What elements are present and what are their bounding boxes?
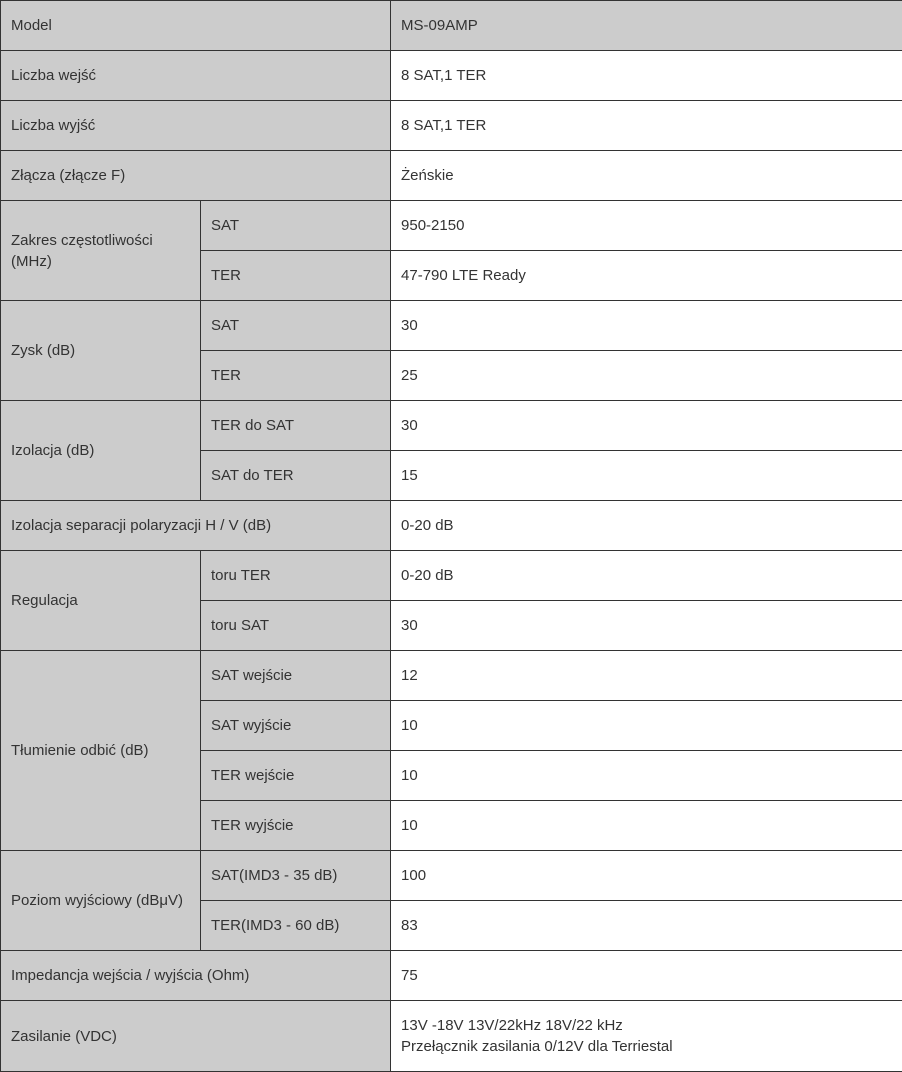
sublabel-regulation-sat: toru SAT	[201, 601, 391, 651]
value-isolation-ter-sat: 30	[391, 401, 902, 451]
row-impedance: Impedancja wejścia / wyjścia (Ohm) 75	[1, 951, 902, 1001]
row-regulation-ter: Regulacja toru TER 0-20 dB	[1, 551, 902, 601]
value-regulation-ter: 0-20 dB	[391, 551, 902, 601]
label-power: Zasilanie (VDC)	[1, 1001, 391, 1072]
spec-table: Model MS-09AMP Liczba wejść 8 SAT,1 TER …	[0, 0, 902, 1072]
value-output-level-ter: 83	[391, 901, 902, 951]
label-impedance: Impedancja wejścia / wyjścia (Ohm)	[1, 951, 391, 1001]
value-output-level-sat: 100	[391, 851, 902, 901]
row-power: Zasilanie (VDC) 13V -18V 13V/22kHz 18V/2…	[1, 1001, 902, 1072]
label-gain: Zysk (dB)	[1, 301, 201, 401]
label-inputs: Liczba wejść	[1, 51, 391, 101]
row-freq-sat: Zakres częstotliwości (MHz) SAT 950-2150	[1, 201, 902, 251]
value-freq-sat: 950-2150	[391, 201, 902, 251]
sublabel-return-loss-ter-in: TER wejście	[201, 751, 391, 801]
value-power: 13V -18V 13V/22kHz 18V/22 kHz Przełączni…	[391, 1001, 902, 1072]
label-connectors: Złącza (złącze F)	[1, 151, 391, 201]
label-regulation: Regulacja	[1, 551, 201, 651]
sublabel-return-loss-sat-out: SAT wyjście	[201, 701, 391, 751]
label-hv-isolation: Izolacja separacji polaryzacji H / V (dB…	[1, 501, 391, 551]
value-return-loss-ter-in: 10	[391, 751, 902, 801]
sublabel-isolation-sat-ter: SAT do TER	[201, 451, 391, 501]
sublabel-freq-ter: TER	[201, 251, 391, 301]
sublabel-gain-ter: TER	[201, 351, 391, 401]
label-model: Model	[1, 1, 391, 51]
value-return-loss-sat-out: 10	[391, 701, 902, 751]
label-outputs: Liczba wyjść	[1, 101, 391, 151]
sublabel-output-level-sat: SAT(IMD3 - 35 dB)	[201, 851, 391, 901]
row-inputs: Liczba wejść 8 SAT,1 TER	[1, 51, 902, 101]
sublabel-gain-sat: SAT	[201, 301, 391, 351]
sublabel-return-loss-ter-out: TER wyjście	[201, 801, 391, 851]
sublabel-freq-sat: SAT	[201, 201, 391, 251]
value-gain-sat: 30	[391, 301, 902, 351]
row-hv-isolation: Izolacja separacji polaryzacji H / V (dB…	[1, 501, 902, 551]
sublabel-output-level-ter: TER(IMD3 - 60 dB)	[201, 901, 391, 951]
row-gain-sat: Zysk (dB) SAT 30	[1, 301, 902, 351]
value-inputs: 8 SAT,1 TER	[391, 51, 902, 101]
label-return-loss: Tłumienie odbić (dB)	[1, 651, 201, 851]
value-model: MS-09AMP	[391, 1, 902, 51]
value-outputs: 8 SAT,1 TER	[391, 101, 902, 151]
sublabel-regulation-ter: toru TER	[201, 551, 391, 601]
row-connectors: Złącza (złącze F) Żeńskie	[1, 151, 902, 201]
label-freq: Zakres częstotliwości (MHz)	[1, 201, 201, 301]
value-connectors: Żeńskie	[391, 151, 902, 201]
value-return-loss-sat-in: 12	[391, 651, 902, 701]
value-return-loss-ter-out: 10	[391, 801, 902, 851]
row-isolation-ter-sat: Izolacja (dB) TER do SAT 30	[1, 401, 902, 451]
sublabel-isolation-ter-sat: TER do SAT	[201, 401, 391, 451]
row-output-level-sat: Poziom wyjściowy (dBμV) SAT(IMD3 - 35 dB…	[1, 851, 902, 901]
label-isolation: Izolacja (dB)	[1, 401, 201, 501]
sublabel-return-loss-sat-in: SAT wejście	[201, 651, 391, 701]
row-return-loss-sat-in: Tłumienie odbić (dB) SAT wejście 12	[1, 651, 902, 701]
value-impedance: 75	[391, 951, 902, 1001]
row-model: Model MS-09AMP	[1, 1, 902, 51]
label-output-level: Poziom wyjściowy (dBμV)	[1, 851, 201, 951]
value-regulation-sat: 30	[391, 601, 902, 651]
value-isolation-sat-ter: 15	[391, 451, 902, 501]
value-hv-isolation: 0-20 dB	[391, 501, 902, 551]
row-outputs: Liczba wyjść 8 SAT,1 TER	[1, 101, 902, 151]
value-gain-ter: 25	[391, 351, 902, 401]
value-freq-ter: 47-790 LTE Ready	[391, 251, 902, 301]
